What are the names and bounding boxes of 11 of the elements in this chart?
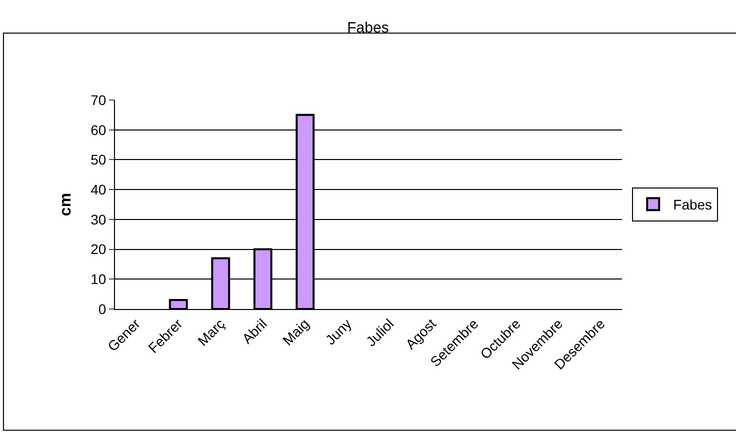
y-tick-label: 50 (90, 152, 106, 168)
y-tick-label: 30 (90, 211, 106, 228)
y-tick-label: 0 (98, 300, 106, 317)
y-tick-label: 10 (90, 271, 106, 288)
y-tick-label: 70 (90, 92, 106, 108)
y-axis-title: cm (58, 192, 75, 216)
y-tick-label: 40 (90, 181, 106, 198)
chart-title: Fabes (347, 19, 389, 36)
y-tick-label: 20 (90, 241, 106, 258)
y-tick-label: 60 (90, 122, 106, 138)
legend-label: Fabes (673, 196, 712, 213)
